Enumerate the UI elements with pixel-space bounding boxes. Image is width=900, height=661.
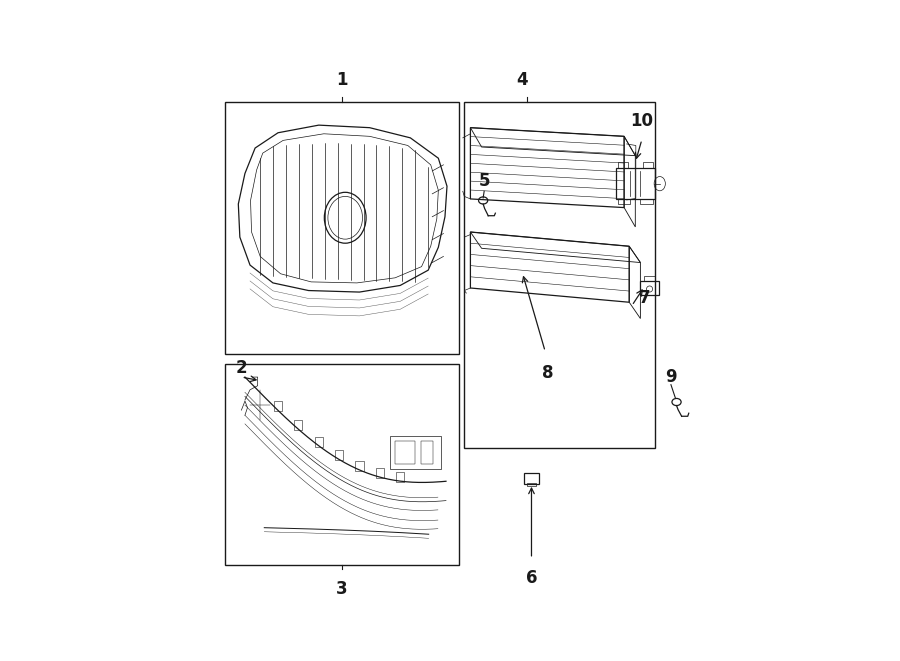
Bar: [643, 163, 653, 169]
Bar: [525, 473, 538, 484]
Text: 7: 7: [639, 289, 651, 307]
Text: 10: 10: [630, 112, 653, 130]
Bar: [225, 364, 459, 565]
Text: 2: 2: [236, 360, 248, 377]
Text: 5: 5: [479, 172, 490, 190]
Text: 1: 1: [336, 71, 347, 89]
Bar: [390, 436, 441, 469]
Bar: [464, 102, 654, 448]
Bar: [641, 199, 653, 204]
Bar: [294, 420, 302, 430]
Text: 9: 9: [665, 368, 677, 386]
Bar: [335, 450, 343, 461]
Text: 3: 3: [336, 580, 347, 598]
Bar: [274, 401, 282, 411]
Text: 6: 6: [526, 569, 537, 587]
Bar: [616, 169, 654, 199]
Bar: [617, 163, 627, 169]
Bar: [395, 441, 416, 463]
Bar: [641, 281, 659, 295]
Bar: [617, 199, 630, 204]
Text: 4: 4: [517, 71, 528, 89]
Bar: [356, 461, 364, 471]
Bar: [225, 102, 459, 354]
Bar: [420, 441, 433, 463]
Bar: [526, 483, 536, 486]
Bar: [375, 468, 384, 478]
Bar: [396, 472, 404, 482]
Bar: [644, 276, 654, 281]
Bar: [315, 437, 323, 447]
Text: 8: 8: [542, 364, 554, 382]
